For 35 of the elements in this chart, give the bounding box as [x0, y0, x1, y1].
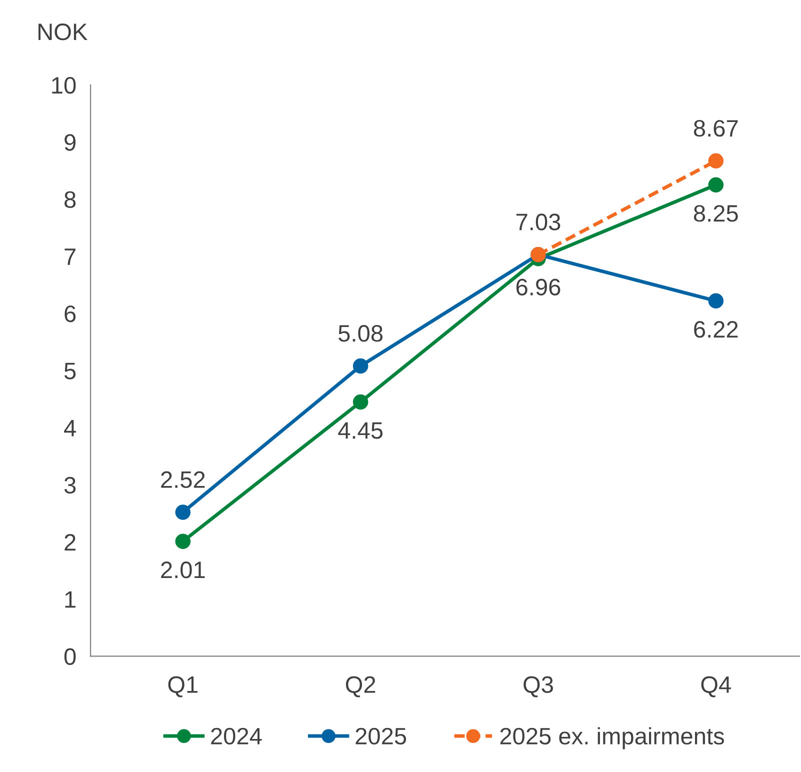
- point: [708, 293, 724, 309]
- y-tick-label: 0: [64, 648, 76, 665]
- y-tick-label: 8: [64, 191, 76, 208]
- y-tick-label: 9: [64, 134, 76, 151]
- data-label: 8.67: [694, 120, 738, 137]
- legend-label: 2025 ex. impairments: [500, 727, 724, 750]
- y-tick-label: 5: [64, 362, 76, 380]
- y-tick-label: 1: [65, 591, 76, 608]
- data-label: 7.03: [516, 214, 560, 230]
- data-label: 2.52: [161, 471, 205, 488]
- x-tick-label: Q2: [346, 676, 376, 698]
- y-tick-label: 3: [64, 476, 76, 494]
- point: [352, 394, 368, 410]
- data-label: 6.22: [694, 321, 738, 338]
- legend-label: 2024: [211, 728, 262, 745]
- y-tick-label: 4: [64, 420, 76, 436]
- point: [352, 358, 368, 374]
- point: [708, 153, 724, 169]
- point: [175, 534, 191, 550]
- data-label: 8.25: [694, 205, 738, 222]
- x-tick-label: Q1: [168, 676, 198, 698]
- x-tick-label: Q3: [524, 676, 553, 698]
- y-tick-label: 6: [64, 306, 76, 322]
- y-tick-label: 2: [64, 534, 76, 550]
- data-label: 5.08: [338, 325, 383, 342]
- y-axis-title: NOK: [38, 24, 88, 40]
- data-label: 4.45: [338, 422, 383, 439]
- point: [175, 504, 191, 520]
- data-label: 2.01: [161, 562, 205, 578]
- x-tick-label: Q4: [701, 676, 731, 698]
- point: [708, 177, 724, 193]
- legend-label: 2025: [356, 728, 406, 745]
- y-tick-label: 10: [52, 76, 76, 94]
- y-tick-label: 7: [64, 248, 76, 265]
- data-label: 6.96: [516, 278, 560, 296]
